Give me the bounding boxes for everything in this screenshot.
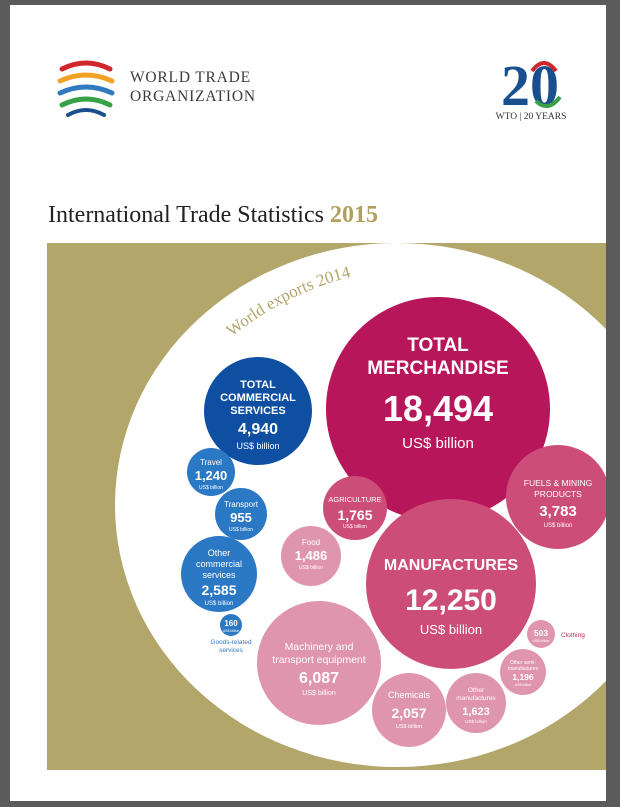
other-manufactures-label-1: Other	[468, 687, 485, 694]
machinery-value: 6,087	[299, 670, 339, 687]
page-title: International Trade Statistics 2015	[48, 202, 378, 229]
other-commercial-unit: US$ billion	[205, 601, 234, 607]
bubble-transport	[215, 488, 267, 540]
food-value: 1,486	[295, 548, 328, 563]
wto-logo-icon	[57, 60, 115, 117]
travel-value: 1,240	[195, 468, 228, 483]
bubble-other-semi-manufactures	[500, 649, 546, 695]
goods-related-label-2: services	[219, 647, 244, 654]
bubble-goods-related-services	[220, 614, 242, 636]
total-commercial-label-1: TOTAL	[240, 379, 276, 391]
anniversary-number: 20	[501, 53, 559, 118]
bubble-other-manufactures	[446, 673, 506, 733]
other-semi-label-2: manufactures	[508, 666, 539, 672]
food-unit: US$ billion	[299, 565, 323, 571]
total-commercial-value: 4,940	[238, 421, 278, 438]
travel-label: Travel	[200, 458, 222, 467]
org-name-line-1: WORLD TRADE	[130, 69, 251, 86]
anniversary-caption: WTO | 20 YEARS	[495, 112, 567, 122]
agriculture-value: 1,765	[337, 507, 372, 523]
total-merchandise-unit: US$ billion	[402, 435, 474, 452]
world-exports-infographic: World exports 2014 TOTAL COMMERCIAL SERV…	[47, 243, 606, 770]
other-manufactures-unit: US$ billion	[465, 719, 487, 724]
title-main: International Trade Statistics	[48, 202, 324, 228]
chemicals-value: 2,057	[391, 705, 426, 721]
manufactures-unit: US$ billion	[420, 622, 482, 637]
other-semi-unit: US$ billion	[515, 683, 532, 687]
bubble-clothing	[527, 620, 555, 648]
other-commercial-label-2: commercial	[196, 559, 242, 569]
bubble-travel	[187, 448, 235, 496]
bubble-manufactures	[366, 499, 536, 669]
total-commercial-unit: US$ billion	[236, 441, 279, 451]
fuels-mining-label-2: PRODUCTS	[534, 489, 582, 499]
other-commercial-label-3: services	[202, 570, 236, 580]
clothing-unit: US$ billion	[533, 639, 550, 643]
machinery-label-2: transport equipment	[272, 654, 365, 666]
agriculture-label: AGRICULTURE	[328, 495, 381, 504]
goods-related-value: 160	[224, 619, 238, 628]
agriculture-unit: US$ billion	[343, 524, 367, 530]
food-label: Food	[302, 538, 320, 547]
clothing-label: Clothing	[561, 632, 585, 639]
transport-label: Transport	[224, 500, 259, 509]
manufactures-value: 12,250	[405, 584, 497, 617]
chemicals-unit: US$ billion	[396, 724, 422, 730]
total-commercial-label-2: COMMERCIAL	[220, 392, 296, 404]
goods-related-label-1: Goods-related	[210, 639, 252, 646]
other-semi-label-1: Other semi-	[510, 660, 536, 666]
other-commercial-label-1: Other	[208, 548, 231, 558]
other-commercial-value: 2,585	[201, 582, 236, 598]
total-merchandise-label-1: TOTAL	[407, 335, 469, 356]
clothing-value: 503	[534, 628, 548, 638]
other-manufactures-label-2: manufactures	[456, 695, 496, 702]
fuels-mining-label-1: FUELS & MINING	[524, 478, 592, 488]
bubble-chemicals	[372, 673, 446, 747]
other-manufactures-value: 1,623	[462, 706, 490, 718]
total-merchandise-value: 18,494	[383, 388, 493, 429]
other-semi-value: 1,196	[512, 672, 534, 682]
machinery-label-1: Machinery and	[285, 641, 354, 653]
machinery-unit: US$ billion	[302, 690, 336, 697]
anniversary-logo: 20	[501, 53, 562, 118]
bubble-machinery-transport-equipment	[257, 601, 381, 725]
title-year: 2015	[329, 202, 378, 228]
anniversary-swoosh-icon	[534, 95, 562, 109]
bubble-agriculture	[323, 476, 387, 540]
bubble-total-merchandise	[326, 297, 550, 521]
bubble-total-commercial-services	[204, 357, 312, 465]
organization-name: WORLD TRADE ORGANIZATION	[130, 68, 256, 106]
fuels-mining-unit: US$ billion	[544, 523, 573, 529]
fuels-mining-value: 3,783	[539, 503, 577, 520]
transport-unit: US$ billion	[229, 527, 253, 533]
goods-related-unit: US$ billion	[223, 629, 240, 633]
bubble-food	[281, 526, 341, 586]
chemicals-label: Chemicals	[388, 690, 431, 700]
total-merchandise-label-2: MERCHANDISE	[367, 358, 508, 379]
bubble-other-commercial-services	[181, 536, 257, 612]
report-cover: WORLD TRADE ORGANIZATION 20 WTO | 20 YEA…	[10, 5, 606, 801]
manufactures-label: MANUFACTURES	[384, 557, 519, 574]
bubble-fuels-mining-products	[506, 445, 606, 549]
travel-unit: US$ billion	[199, 485, 223, 491]
org-name-line-2: ORGANIZATION	[130, 88, 256, 105]
total-commercial-label-3: SERVICES	[230, 405, 285, 417]
transport-value: 955	[230, 510, 252, 525]
anniversary-swoosh-icon	[530, 61, 558, 73]
